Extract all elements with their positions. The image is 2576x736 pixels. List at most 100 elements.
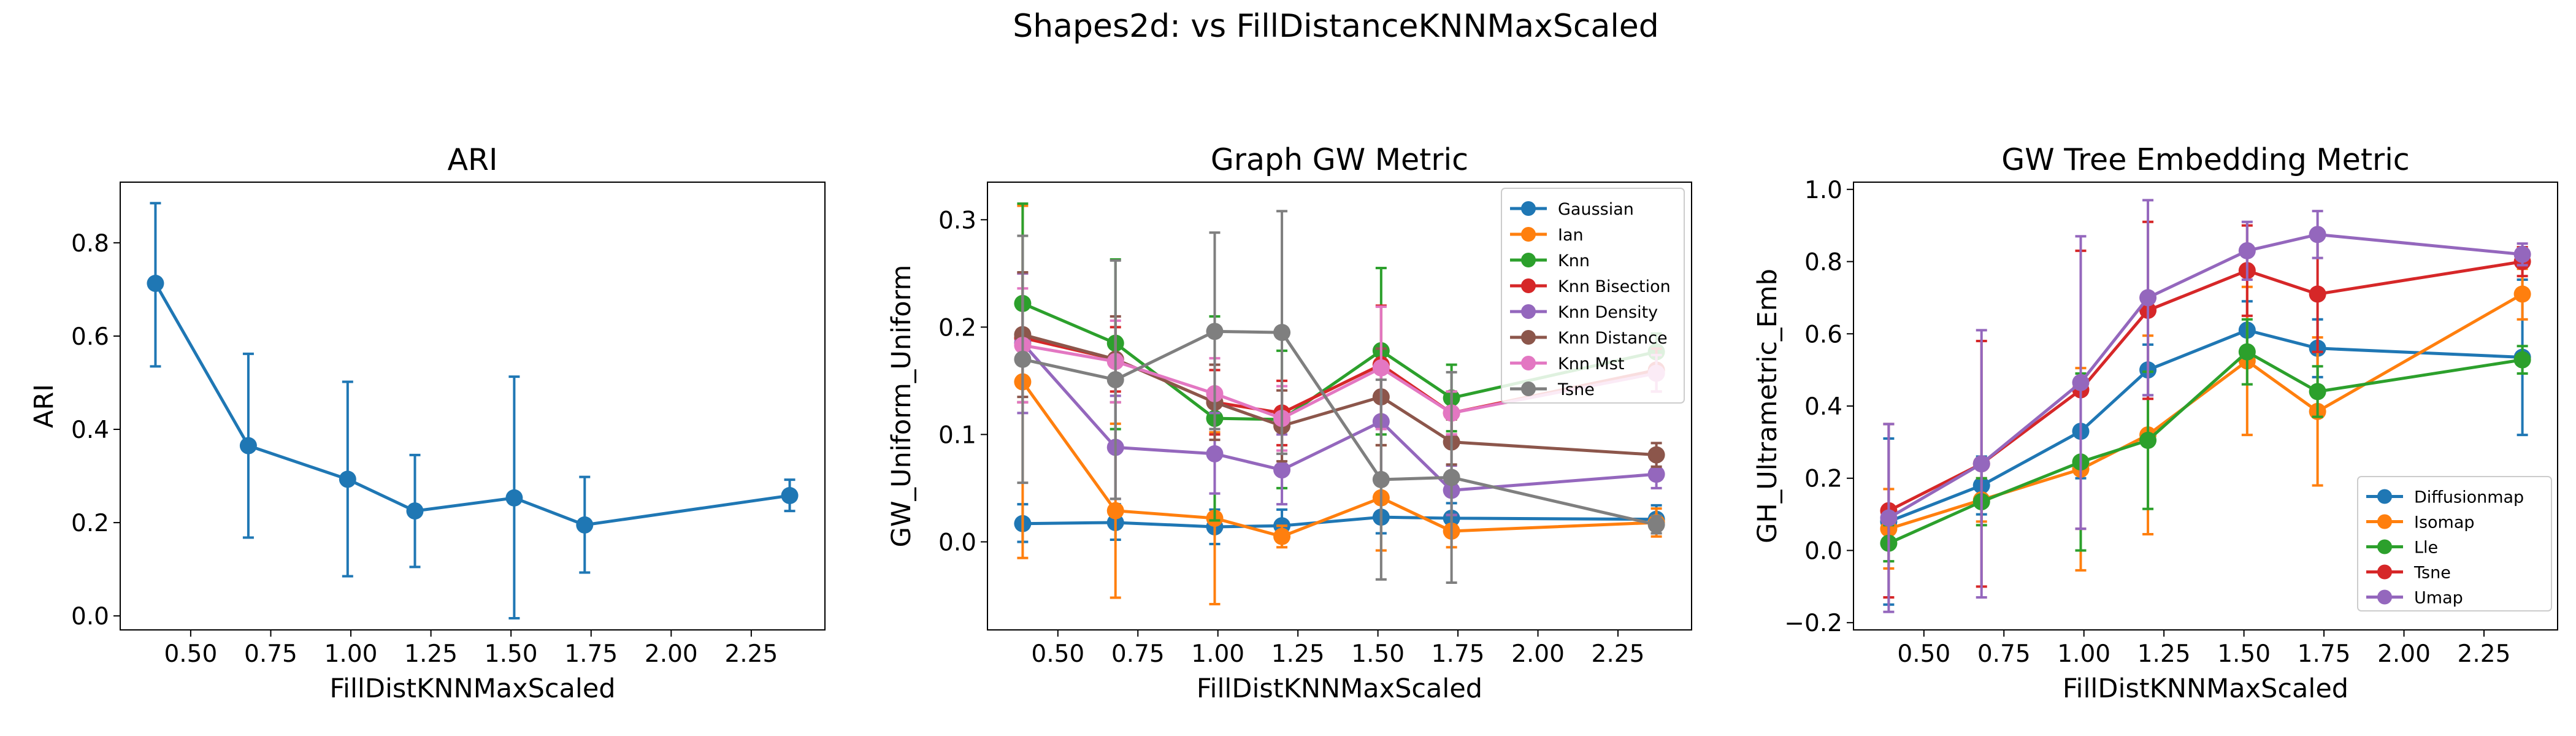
data-point	[2238, 343, 2256, 361]
legend-marker	[2377, 589, 2392, 605]
panel-ari: ARI 0.50 0.75 1.00 1.25 1.50 1.75 2.00 2.25 0.0 0.…	[29, 142, 826, 704]
x-tick-label: 1.50	[1351, 640, 1405, 668]
data-point	[1106, 371, 1124, 389]
x-tick-label: 1.00	[324, 640, 378, 668]
x-tick-label: 1.75	[1432, 640, 1485, 668]
data-point	[239, 437, 257, 454]
legend-item: Umap	[2366, 589, 2463, 608]
panel-gw-tree-embedding-metric: GW Tree Embedding Metric 0.50 0.75 1.00 1.25…	[1752, 142, 2558, 704]
axes-frame	[1853, 182, 2558, 631]
series-line	[154, 282, 790, 527]
x-tick-label: 2.25	[1592, 640, 1645, 668]
legend-label: Knn Distance	[1558, 329, 1668, 348]
series-line	[1888, 260, 2523, 512]
y-tick-label: 0.2	[71, 510, 109, 537]
y-axis-label: GW_Uniform_Uniform	[886, 265, 917, 548]
x-tick-label: 1.25	[1271, 640, 1325, 668]
y-tick-label: 0.8	[1804, 249, 1842, 277]
legend-label: Knn Mst	[1558, 355, 1624, 374]
y-tick-label: 0.1	[938, 421, 976, 449]
legend-item: Tsne	[1510, 380, 1595, 399]
x-tick-label: 1.75	[564, 640, 618, 668]
x-tick-label: 2.00	[1511, 640, 1565, 668]
data-point	[1372, 359, 1390, 377]
legend-label: Gaussian	[1558, 200, 1634, 219]
legend-label: Ian	[1558, 226, 1584, 245]
x-tick-label: 0.75	[1977, 640, 2031, 668]
figure-title: Shapes2d: vs FillDistanceKNNMaxScaled	[1013, 8, 1659, 45]
legend-item: Lle	[2366, 539, 2438, 558]
data-point	[2513, 351, 2531, 369]
data-point	[2139, 431, 2157, 449]
legend-marker	[1521, 330, 1536, 345]
x-tick-label: 0.75	[244, 640, 297, 668]
legend-marker	[1521, 227, 1536, 242]
axes-frame	[120, 182, 826, 631]
y-tick-label: 0.0	[71, 603, 109, 631]
legend-item: Ian	[1510, 226, 1584, 245]
legend: Gaussian Ian Knn Knn Bisection Knn Density Kn…	[1501, 188, 1685, 404]
y-tick-label: 0.6	[1804, 321, 1842, 348]
y-tick-label: 0.4	[1804, 393, 1842, 421]
data-point	[1014, 350, 1032, 368]
y-tick-label: 0.3	[938, 207, 976, 234]
data-point	[2139, 289, 2157, 307]
x-tick-label: 0.75	[1111, 640, 1165, 668]
legend-marker	[1521, 304, 1536, 319]
y-tick-label: 0.0	[1804, 537, 1842, 565]
data-point	[1972, 455, 1990, 473]
legend-marker	[1521, 356, 1536, 370]
series-tsne	[1014, 210, 1665, 584]
legend-item: Knn Distance	[1510, 329, 1668, 348]
data-point	[1880, 509, 1898, 527]
data-point	[2513, 245, 2531, 263]
x-tick-label: 2.00	[645, 640, 698, 668]
x-axis-label: FillDistKNNMaxScaled	[1197, 673, 1482, 704]
x-tick-label: 1.00	[2057, 640, 2110, 668]
legend-label: Knn	[1558, 251, 1590, 270]
data-point	[339, 470, 356, 488]
data-point	[2309, 285, 2326, 303]
y-tick-label: 0.8	[71, 230, 109, 258]
y-axis-label: ARI	[29, 384, 59, 428]
data-point	[1106, 502, 1124, 519]
legend-label: Tsne	[2413, 564, 2451, 583]
legend-label: Knn Density	[1558, 303, 1658, 322]
x-tick-label: 0.50	[164, 640, 217, 668]
series-ari	[147, 202, 799, 619]
x-tick-label: 1.00	[1191, 640, 1244, 668]
y-axis-label: GH_Ultrametric_Emb	[1752, 269, 1783, 543]
x-axis-label: FillDistKNNMaxScaled	[329, 673, 615, 704]
data-point	[1273, 324, 1291, 342]
legend: Diffusionmap Isomap Lle Tsne Umap	[2357, 476, 2552, 611]
legend-item: Knn Density	[1510, 303, 1658, 322]
x-tick-label: 2.25	[724, 640, 778, 668]
y-tick-label: 0.0	[938, 529, 976, 556]
legend-item: Knn Mst	[1510, 355, 1624, 374]
data-point	[2513, 285, 2531, 303]
data-point	[1372, 470, 1390, 488]
y-tick-label: 0.2	[1804, 466, 1842, 493]
data-point	[576, 516, 594, 534]
legend-item: Tsne	[2366, 564, 2451, 583]
x-tick-label: 0.50	[1897, 640, 1950, 668]
legend-marker	[2377, 514, 2392, 529]
data-point	[505, 489, 523, 507]
legend-marker	[1521, 201, 1536, 216]
data-point	[2072, 374, 2090, 391]
legend-marker	[1521, 253, 1536, 267]
series-umap	[1880, 199, 2531, 613]
x-tick-label: 2.00	[2377, 640, 2431, 668]
data-point	[2238, 242, 2256, 259]
data-point	[1647, 446, 1665, 464]
legend-label: Tsne	[1557, 380, 1595, 399]
panel-title: GW Tree Embedding Metric	[2001, 142, 2410, 177]
x-tick-label: 1.75	[2298, 640, 2351, 668]
x-tick-label: 1.25	[404, 640, 458, 668]
x-tick-label: 1.50	[2217, 640, 2271, 668]
data-point	[1273, 461, 1291, 479]
y-tick-label: 1.0	[1804, 177, 1842, 204]
y-tick-label: 0.4	[71, 416, 109, 444]
y-tick-label: 0.2	[938, 314, 976, 342]
